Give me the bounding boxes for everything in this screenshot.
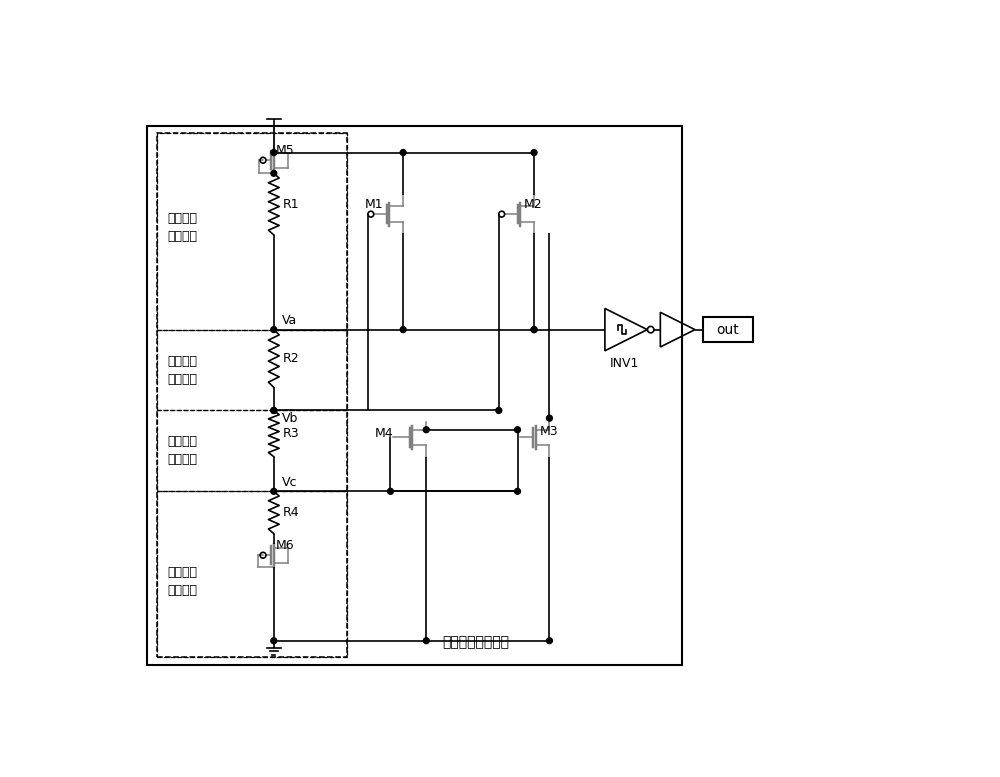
Text: M4: M4 [375, 427, 393, 440]
Text: R4: R4 [283, 506, 300, 519]
Circle shape [423, 638, 429, 643]
Text: M3: M3 [539, 425, 558, 437]
Circle shape [271, 408, 277, 413]
Text: out: out [716, 322, 739, 336]
Text: R2: R2 [283, 352, 300, 365]
Circle shape [271, 150, 277, 155]
Circle shape [400, 150, 406, 155]
Circle shape [515, 427, 520, 433]
Text: 第一电际
分压模块: 第一电际 分压模块 [168, 212, 198, 243]
Text: 第二电际
分压模块: 第二电际 分压模块 [168, 354, 198, 385]
Circle shape [423, 427, 429, 433]
Text: INV1: INV1 [609, 357, 639, 370]
Text: Vb: Vb [282, 412, 298, 425]
Text: M5: M5 [276, 145, 295, 157]
Circle shape [547, 638, 552, 643]
Circle shape [271, 326, 277, 333]
Circle shape [271, 638, 277, 643]
Text: Va: Va [282, 315, 297, 327]
Text: R3: R3 [283, 427, 300, 440]
Circle shape [547, 415, 552, 421]
Text: 第三电际
分压模块: 第三电际 分压模块 [168, 435, 198, 466]
Circle shape [271, 489, 277, 494]
Circle shape [271, 170, 277, 176]
Circle shape [388, 489, 393, 494]
Circle shape [531, 150, 537, 155]
Circle shape [531, 326, 537, 333]
Text: M1: M1 [365, 198, 383, 211]
Circle shape [531, 326, 537, 333]
Text: 第四电际
分压模块: 第四电际 分压模块 [168, 566, 198, 598]
Text: M2: M2 [524, 198, 543, 211]
Text: R1: R1 [283, 197, 300, 211]
Text: M6: M6 [276, 539, 295, 552]
Circle shape [496, 408, 502, 413]
Text: 复位信号产生电路: 复位信号产生电路 [442, 635, 509, 649]
Circle shape [271, 408, 277, 413]
Circle shape [400, 326, 406, 333]
Text: Vc: Vc [282, 476, 297, 489]
Circle shape [515, 489, 520, 494]
